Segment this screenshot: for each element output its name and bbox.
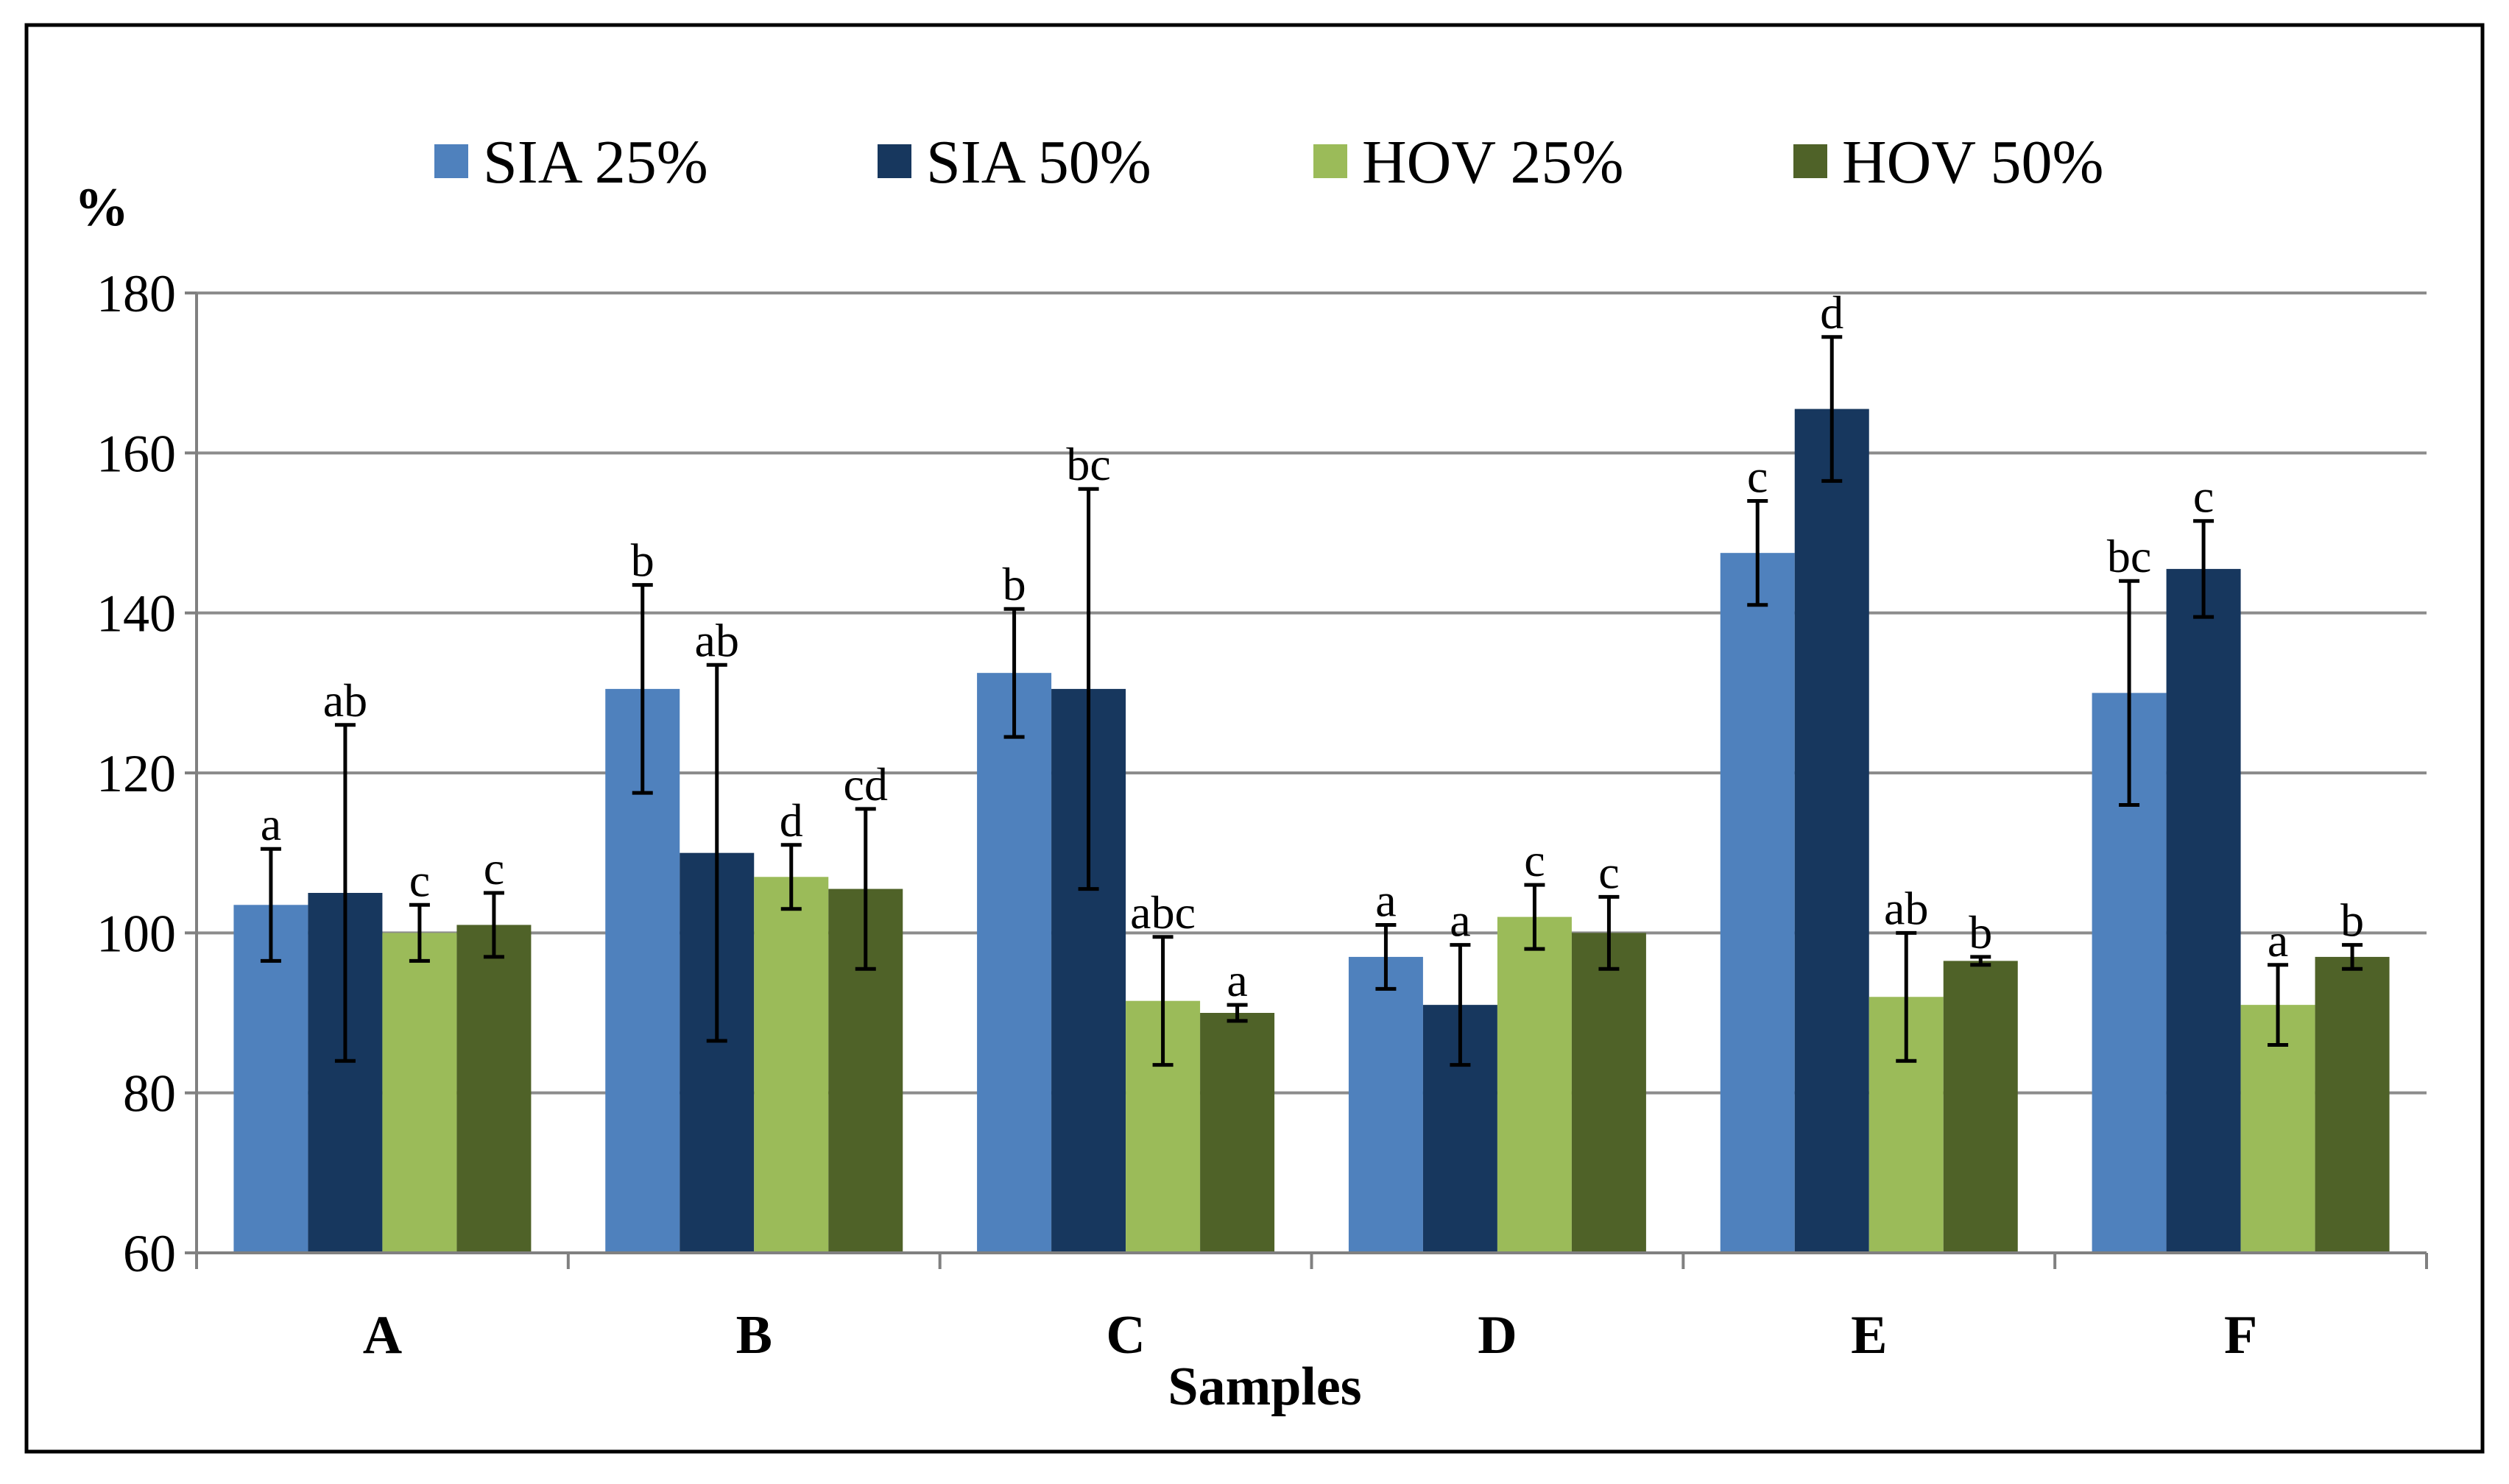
category-label: C: [1106, 1305, 1145, 1365]
significance-label: a: [2268, 914, 2288, 967]
bar: [1200, 1013, 1275, 1253]
significance-label: ab: [323, 674, 367, 727]
category-label: B: [736, 1305, 772, 1365]
bar: [754, 877, 829, 1253]
significance-label: c: [1747, 451, 1768, 503]
significance-label: abc: [1130, 886, 1196, 939]
category-label: D: [1478, 1305, 1517, 1365]
significance-label: bc: [2107, 530, 2151, 582]
y-axis-title: %: [74, 177, 129, 238]
axes: [195, 293, 2428, 1269]
bar: [382, 933, 457, 1253]
legend-label: HOV 50%: [1842, 128, 2103, 197]
significance-label: a: [261, 798, 281, 850]
x-axis-category-labels: A B C D E F: [363, 1305, 2257, 1365]
significance-label: c: [1598, 846, 1619, 898]
significance-label: b: [631, 534, 654, 587]
significance-label: a: [1375, 874, 1396, 926]
y-tick-label: 100: [96, 904, 176, 963]
significance-label: c: [409, 854, 430, 906]
significance-label: c: [1524, 834, 1545, 886]
significance-label: c: [2193, 470, 2214, 523]
legend-swatch: [878, 144, 911, 178]
category-label: F: [2224, 1305, 2257, 1365]
legend: SIA 25% SIA 50% HOV 25% HOV 50%: [434, 128, 2103, 197]
bar: [2166, 568, 2241, 1253]
bars: [233, 409, 2390, 1253]
significance-label: bc: [1066, 438, 1110, 490]
significance-label: a: [1227, 954, 1247, 1006]
significance-label: ab: [1884, 882, 1928, 934]
bar: [233, 905, 308, 1253]
legend-swatch: [1793, 144, 1827, 178]
significance-label: c: [484, 842, 504, 894]
significance-label: b: [1003, 558, 1026, 610]
y-tick-label: 140: [96, 584, 176, 643]
bar: [1720, 553, 1795, 1253]
bar: [1943, 961, 2018, 1253]
bar: [1348, 956, 1423, 1253]
x-axis-title: Samples: [1168, 1357, 1361, 1417]
y-tick-label: 60: [123, 1224, 176, 1283]
bar: [456, 925, 532, 1253]
significance-label: d: [780, 794, 803, 847]
significance-label: cd: [844, 758, 888, 810]
bar: [1794, 409, 1869, 1253]
significance-label: b: [1969, 906, 1992, 958]
bar: [977, 673, 1052, 1253]
legend-swatch: [1313, 144, 1347, 178]
significance-label: d: [1820, 286, 1843, 339]
significance-label: a: [1450, 894, 1470, 947]
significance-label: b: [2340, 894, 2364, 947]
y-axis-ticks: 60 80 100 120 140 160 180: [96, 264, 197, 1283]
legend-label: SIA 50%: [926, 128, 1151, 197]
y-tick-label: 120: [96, 744, 176, 803]
legend-label: HOV 25%: [1362, 128, 1623, 197]
y-tick-label: 80: [123, 1064, 176, 1123]
bar: [2315, 956, 2390, 1253]
y-tick-label: 180: [96, 264, 176, 323]
significance-label: ab: [695, 614, 739, 666]
legend-swatch: [434, 144, 468, 178]
legend-label: SIA 25%: [483, 128, 708, 197]
bar: [1571, 933, 1646, 1253]
y-tick-label: 160: [96, 424, 176, 483]
gridlines: [197, 292, 2427, 1095]
category-label: E: [1851, 1305, 1887, 1365]
bar: [1497, 916, 1572, 1253]
error-bars: [260, 335, 2363, 1067]
category-label: A: [363, 1305, 402, 1365]
